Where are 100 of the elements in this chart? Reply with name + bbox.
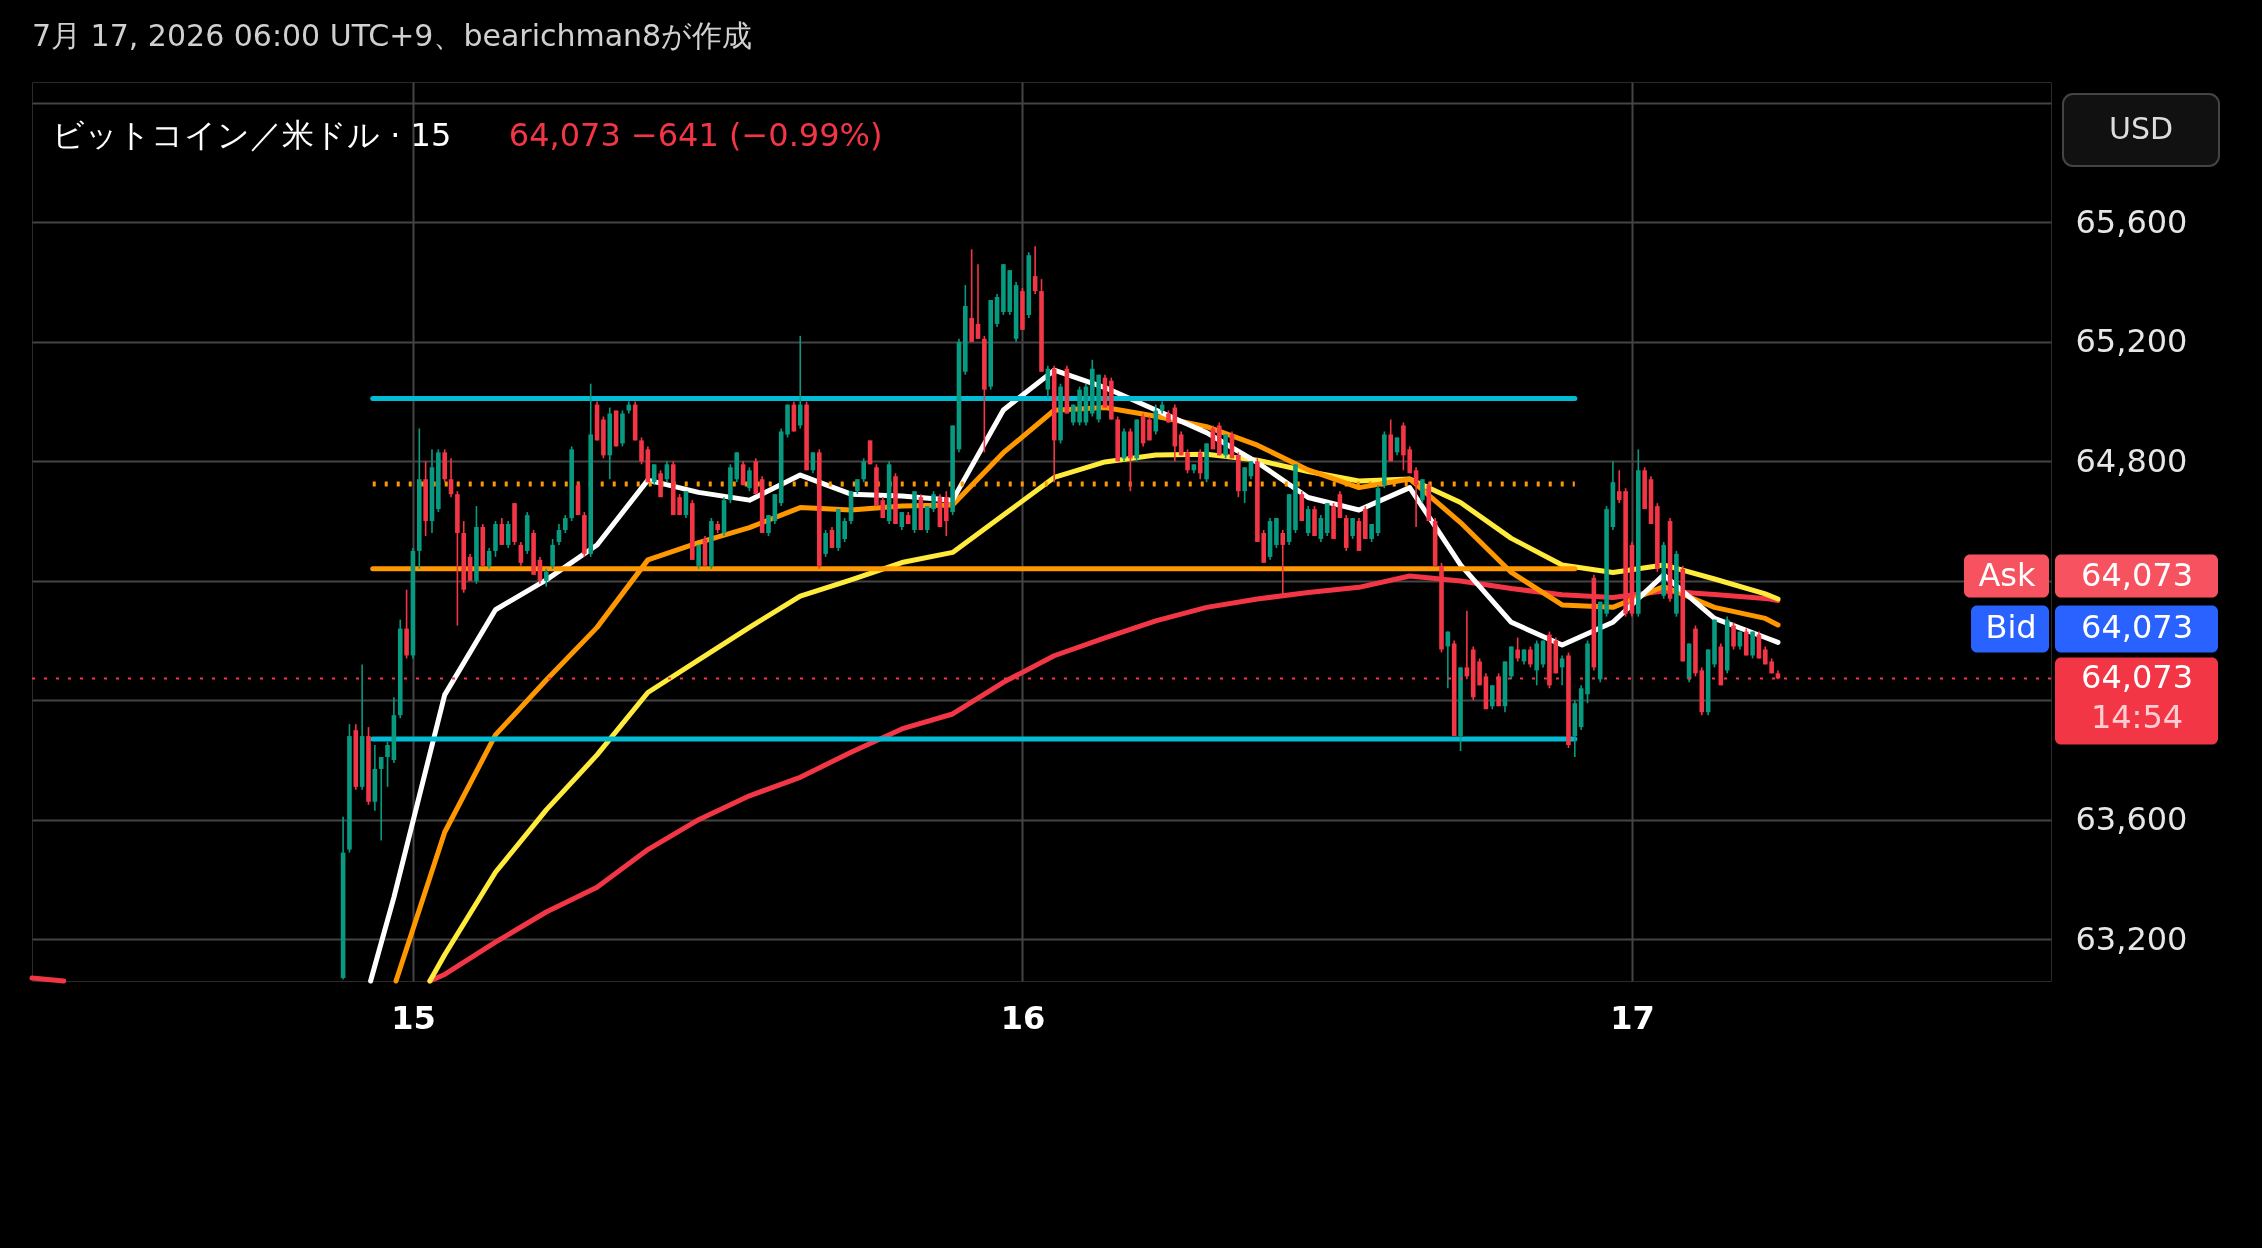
candlestick <box>1121 427 1127 463</box>
text: ビットコイン／米ドル · 15 <box>52 116 452 154</box>
candlestick <box>1147 415 1152 442</box>
candlestick <box>620 409 625 448</box>
candlestick <box>1305 505 1311 537</box>
annotation: Bid <box>1985 608 2037 647</box>
candlestick <box>1140 412 1146 448</box>
candlestick <box>1363 505 1368 540</box>
candlestick <box>1299 490 1305 522</box>
candlestick <box>886 460 892 525</box>
candlestick <box>1382 430 1387 489</box>
candlestick <box>499 517 505 546</box>
candlestick <box>1274 517 1279 549</box>
candlestick <box>397 618 403 719</box>
text: USD <box>2108 111 2174 146</box>
candlestick <box>969 248 974 343</box>
candlestick <box>1388 418 1393 463</box>
candlestick <box>340 815 346 981</box>
candlestick <box>1083 382 1089 427</box>
candlestick <box>1197 448 1203 481</box>
candlestick <box>1058 382 1063 445</box>
candlestick <box>1458 666 1463 752</box>
candlestick <box>1051 364 1057 484</box>
candlestick <box>683 490 689 519</box>
candlestick <box>410 547 416 660</box>
candlestick <box>1109 376 1114 421</box>
candlestick <box>1343 514 1349 552</box>
candlestick <box>988 299 994 391</box>
candlestick <box>645 445 651 484</box>
candlestick <box>1731 621 1736 651</box>
candlestick <box>943 490 949 537</box>
chart-title: 7月 17, 2026 06:00 UTC+9、bearichman8が作成 <box>32 18 753 53</box>
candlestick <box>385 741 390 788</box>
candlestick <box>404 588 409 660</box>
candlestick <box>1610 460 1616 531</box>
candlestick <box>1515 636 1520 663</box>
candlestick <box>1229 430 1235 460</box>
candlestick <box>505 520 511 549</box>
y-tick-label: 65,200 <box>2075 322 2188 361</box>
candlestick <box>461 520 467 594</box>
x-tick-label: 15 <box>391 998 436 1037</box>
candlestick <box>1337 490 1343 519</box>
candlestick <box>601 415 606 460</box>
candlestick <box>1210 424 1216 451</box>
candlestick <box>804 400 809 472</box>
candlestick <box>1324 502 1330 537</box>
candlestick <box>436 448 441 513</box>
candlestick <box>1128 427 1133 492</box>
candlestick <box>1153 403 1159 436</box>
y-tick-label: 63,200 <box>2075 919 2188 958</box>
candlestick <box>1578 684 1584 731</box>
y-tick-label: 65,600 <box>2075 202 2188 241</box>
candlestick <box>785 403 790 439</box>
candlestick <box>1420 478 1425 504</box>
candlestick <box>372 744 378 812</box>
candlestick <box>1648 475 1654 525</box>
candlestick <box>1134 418 1140 463</box>
candlestick <box>740 460 746 487</box>
candlestick <box>1743 627 1749 657</box>
x-tick-label: 16 <box>1000 998 1046 1037</box>
candlestick <box>747 466 752 492</box>
candlestick <box>1204 442 1209 484</box>
candlestick <box>816 448 822 570</box>
candlestick <box>994 293 1000 328</box>
candlestick <box>709 517 714 570</box>
candlestick <box>1026 251 1032 319</box>
candlestick <box>1674 550 1679 618</box>
candlestick <box>893 472 898 525</box>
candlestick <box>918 493 924 531</box>
candlestick <box>759 475 765 534</box>
candlestick <box>1223 433 1228 460</box>
candlestick <box>1185 448 1190 475</box>
candlestick <box>982 335 987 454</box>
annotation: 64,073 −641 (−0.99%) <box>508 116 883 154</box>
candlestick <box>613 409 619 448</box>
candlestick <box>429 448 435 534</box>
candlestick <box>1178 430 1184 457</box>
candlestick <box>1216 421 1222 457</box>
y-tick-label: 63,600 <box>2075 800 2188 839</box>
candlestick <box>1686 642 1692 684</box>
candlestick <box>359 663 365 791</box>
candlestick <box>1636 448 1641 618</box>
candlestick <box>366 726 371 806</box>
y-tick-label: 64,800 <box>2075 441 2188 480</box>
candlestick <box>1705 648 1711 716</box>
candlestick <box>480 523 486 567</box>
candlestick <box>1642 466 1647 510</box>
x-tick-label: 17 <box>1610 998 1655 1037</box>
candlestick <box>1528 645 1533 669</box>
candlestick <box>391 696 397 764</box>
candlestick <box>353 723 359 791</box>
candlestick <box>1585 639 1590 705</box>
text: 64,073 <box>2081 556 2193 595</box>
text: 14:54 <box>2090 698 2184 737</box>
candlestick <box>1540 639 1546 669</box>
candlestick <box>1693 624 1698 678</box>
candlestick <box>632 400 638 442</box>
candlestick <box>1312 505 1317 537</box>
candlestick <box>766 514 771 537</box>
candlestick <box>1331 502 1336 540</box>
